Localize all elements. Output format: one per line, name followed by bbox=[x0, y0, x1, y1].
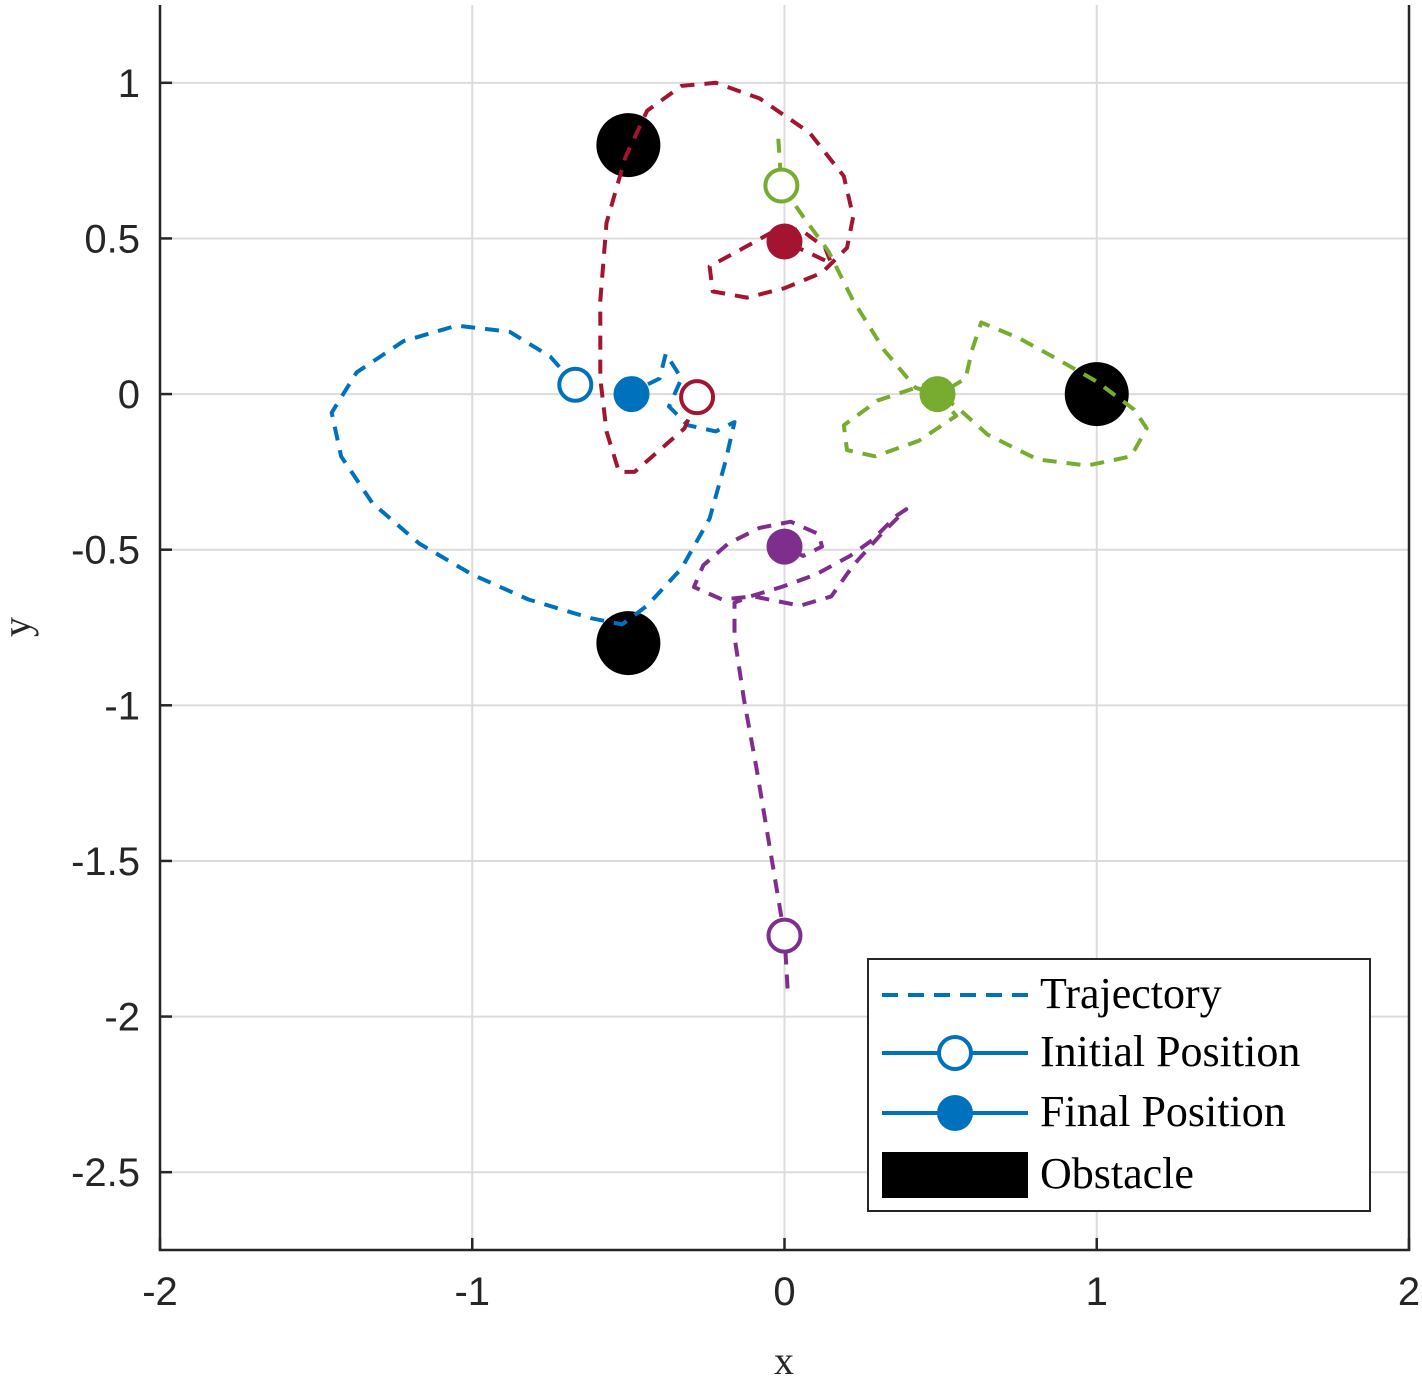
obstacle-marker bbox=[1064, 362, 1129, 427]
legend-obstacle-label: Obstacle bbox=[1040, 1149, 1194, 1198]
y-tick-label: -1 bbox=[104, 684, 140, 728]
legend-initial-label: Initial Position bbox=[1040, 1027, 1300, 1076]
agent-red-final-marker bbox=[766, 223, 803, 260]
x-tick-label: -1 bbox=[454, 1270, 490, 1314]
x-axis-label: x bbox=[774, 1338, 794, 1379]
agent-purple-trajectory bbox=[691, 507, 909, 989]
legend-trajectory-label: Trajectory bbox=[1040, 969, 1222, 1018]
agent-blue-trajectory bbox=[329, 323, 737, 627]
plot-area bbox=[329, 80, 1149, 989]
agent-blue-initial-marker bbox=[557, 366, 594, 403]
agent-red-initial-marker bbox=[679, 379, 716, 416]
obstacle-marker bbox=[596, 113, 661, 178]
legend-obstacle-swatch bbox=[882, 1152, 1028, 1198]
legend-initial-marker bbox=[937, 1035, 973, 1071]
agent-green-initial-marker bbox=[763, 167, 800, 204]
x-tick-label: 0 bbox=[773, 1270, 795, 1314]
axes bbox=[158, 5, 1411, 1252]
x-tick-label: -2 bbox=[142, 1270, 178, 1314]
y-tick-label: 1 bbox=[118, 62, 140, 106]
legend: Trajectory Initial Position Final Positi… bbox=[867, 958, 1371, 1212]
y-tick-label: -1.5 bbox=[71, 840, 140, 884]
x-tick-label: 2 bbox=[1398, 1270, 1420, 1314]
obstacle-marker bbox=[596, 611, 661, 676]
y-tick-label: 0 bbox=[118, 373, 140, 417]
axes-frame bbox=[158, 5, 1411, 1252]
y-tick-label: -2 bbox=[104, 996, 140, 1040]
legend-final-marker bbox=[937, 1095, 973, 1131]
y-axis-label: y bbox=[0, 617, 39, 637]
agent-purple-initial-marker bbox=[766, 917, 803, 954]
y-tick-label: -0.5 bbox=[71, 529, 140, 573]
agent-green-final-marker bbox=[919, 376, 956, 413]
legend-final-label: Final Position bbox=[1040, 1087, 1286, 1136]
agent-purple-final-marker bbox=[766, 528, 803, 565]
agent-blue-final-marker bbox=[613, 376, 650, 413]
tick-labels: -2 -1 0 1 2 -2.5 -2 -1.5 -1 -0.5 0 0.5 1 bbox=[71, 62, 1420, 1314]
y-tick-label: 0.5 bbox=[84, 217, 140, 261]
x-tick-label: 1 bbox=[1086, 1270, 1108, 1314]
y-tick-label: -2.5 bbox=[71, 1151, 140, 1195]
